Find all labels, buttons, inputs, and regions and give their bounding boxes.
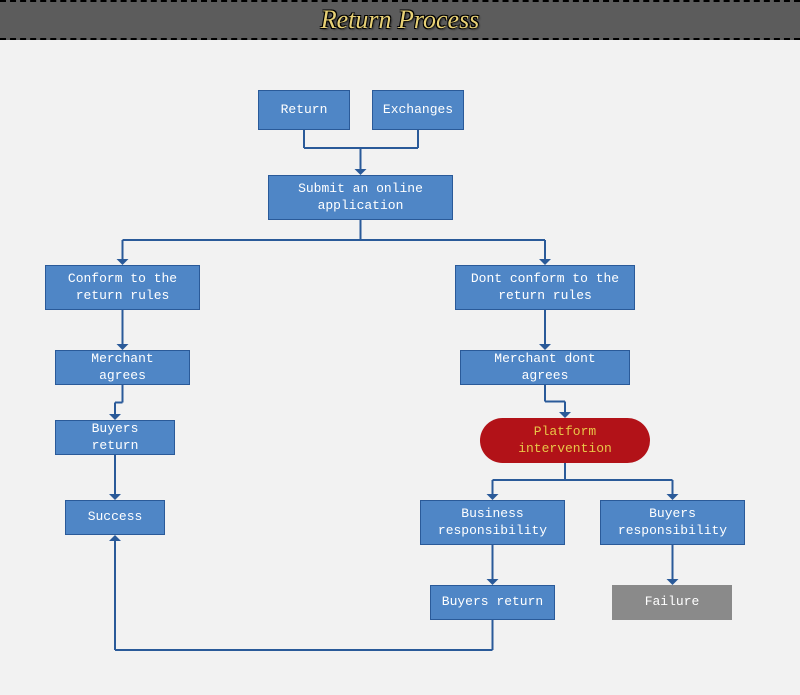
flowchart-canvas: Return Exchanges Submit an online applicat… [0,40,800,695]
node-buyresp: Buyers responsibility [600,500,745,545]
node-platform: Platform intervention [480,418,650,463]
node-success: Success [65,500,165,535]
node-merchagree: Merchant agrees [55,350,190,385]
node-merchnotagree: Merchant dont agrees [460,350,630,385]
node-failure: Failure [612,585,732,620]
node-return: Return [258,90,350,130]
node-exchanges: Exchanges [372,90,464,130]
node-buyersreturn1: Buyers return [55,420,175,455]
header: Return Process [0,0,800,40]
node-conform: Conform to the return rules [45,265,200,310]
node-buyersreturn2: Buyers return [430,585,555,620]
node-notconform: Dont conform to the return rules [455,265,635,310]
node-bizresp: Business responsibility [420,500,565,545]
page-title: Return Process [321,5,480,35]
node-submit: Submit an online application [268,175,453,220]
